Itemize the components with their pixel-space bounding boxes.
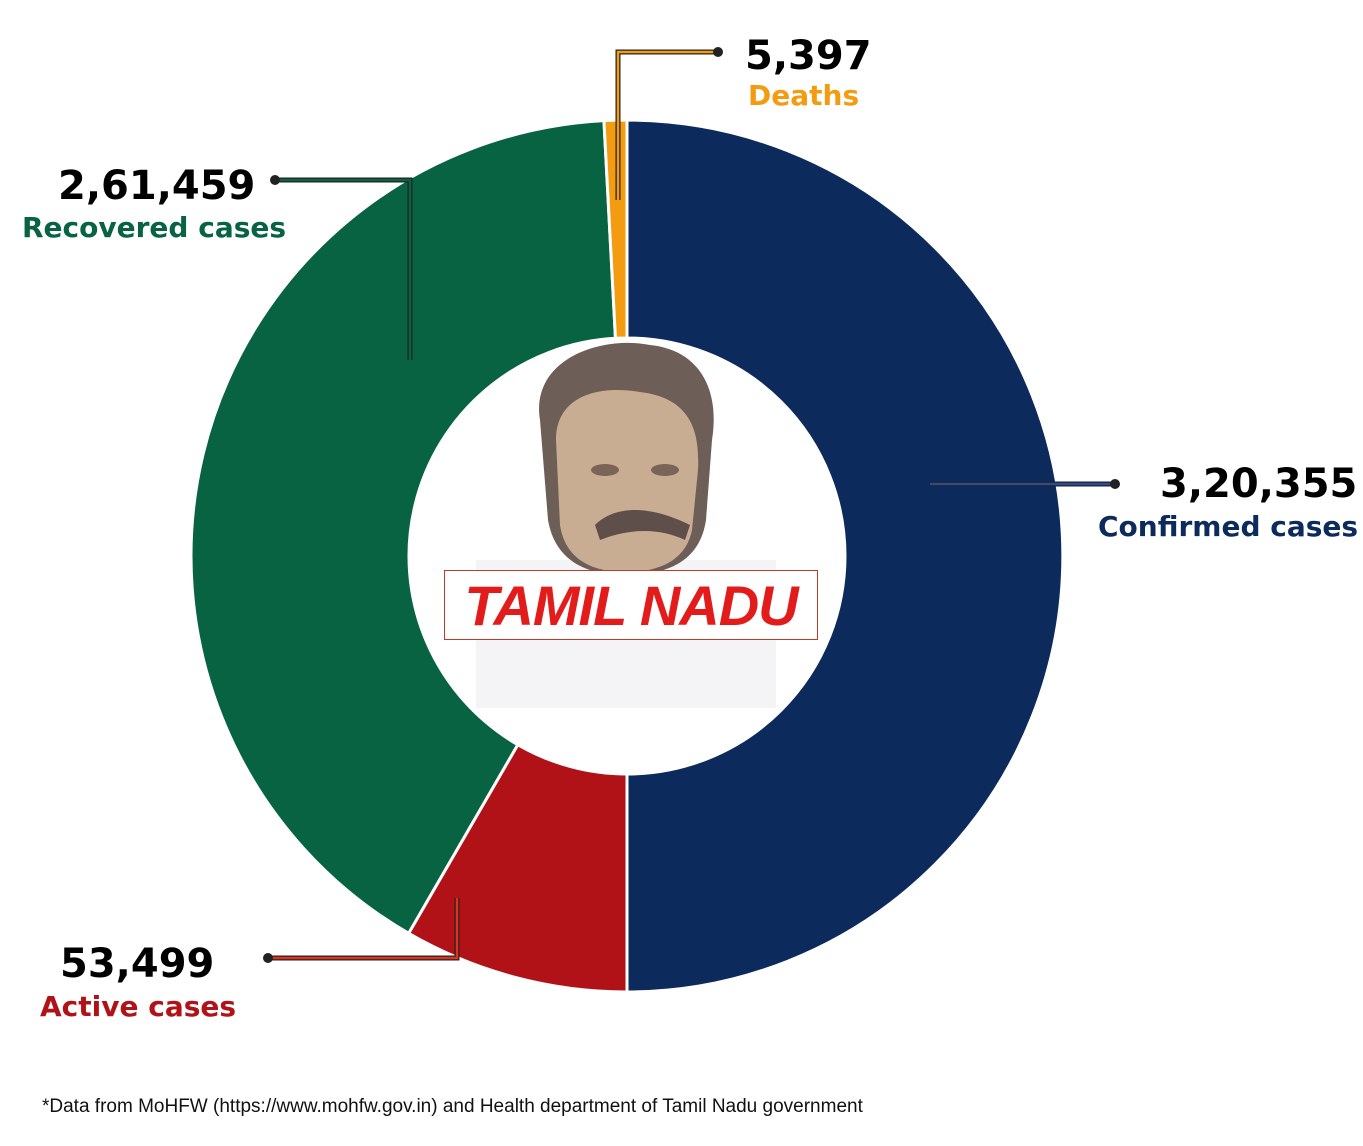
confirmed-leader-line-dot: [1110, 479, 1120, 489]
active-leader-line: [268, 898, 459, 960]
chart-title: TAMIL NADU: [464, 573, 798, 637]
confirmed-category: Confirmed cases: [1098, 510, 1359, 543]
deaths-leader-line-dot: [713, 47, 723, 57]
recovered-label: 2,61,459: [58, 166, 255, 206]
active-leader-line-dot: [263, 953, 273, 963]
chart-title-box: TAMIL NADU: [444, 570, 818, 640]
deaths-category: Deaths: [748, 79, 860, 112]
portrait-face: [556, 389, 699, 572]
slice-confirmed-cases: [625, 118, 1065, 994]
active-value: 53,499: [60, 941, 215, 987]
confirmed-value: 3,20,355: [1160, 461, 1358, 507]
deaths-value: 5,397: [745, 33, 872, 79]
slice-recovered-cases: [189, 119, 618, 936]
active-category: Active cases: [40, 990, 237, 1023]
footnote: *Data from MoHFW (https://www.mohfw.gov.…: [42, 1096, 863, 1117]
deaths-leader-line: [616, 50, 718, 200]
portrait-eye-right: [651, 464, 679, 476]
confirmed-label: 3,20,355: [1160, 464, 1357, 504]
portrait-eye-left: [591, 464, 619, 476]
slice-deaths: [602, 118, 629, 340]
recovered-leader-line-dot: [270, 175, 280, 185]
recovered-category: Recovered cases: [22, 211, 287, 244]
recovered-leader-line: [275, 178, 412, 360]
deaths-label: 5,397 Deaths: [745, 36, 872, 110]
recovered-value: 2,61,459: [58, 163, 256, 209]
active-label: 53,499: [60, 944, 214, 984]
portrait-mustache: [595, 510, 690, 540]
